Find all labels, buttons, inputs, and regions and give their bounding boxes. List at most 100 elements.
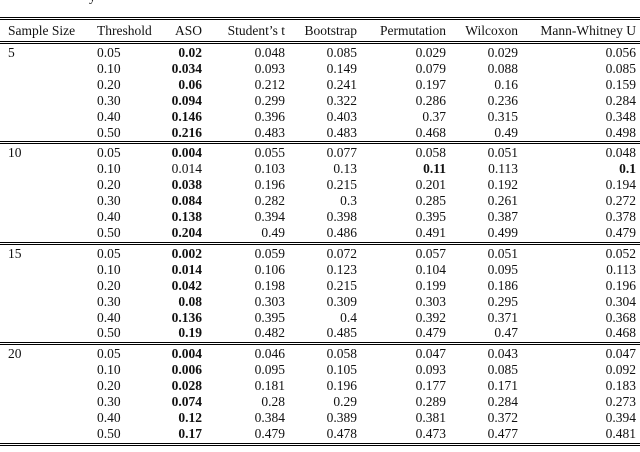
value-cell: 0.481 [605,425,636,441]
value-cell: 0.299 [254,92,285,108]
value-cell: 0.483 [254,124,285,140]
table-row: 0.50 0.19 0.482 0.485 0.479 0.47 0.468 [0,325,640,343]
threshold-cell: 0.50 [97,325,121,341]
column-header-permutation: Permutation [357,18,446,44]
value-cell: 0.468 [605,325,636,341]
threshold-cell: 0.40 [97,409,121,425]
value-cell: 0.047 [605,346,636,362]
value-cell: 0.479 [415,325,446,341]
value-cell: 0.384 [254,409,285,425]
value-cell: 0.059 [254,245,285,261]
threshold-cell: 0.05 [97,346,121,362]
sample-size-group: 10 0.05 0.004 0.055 0.077 0.058 0.051 0.048 0.10… [0,143,640,244]
value-cell: 0.074 [171,394,202,410]
value-cell: 0.199 [415,277,446,293]
value-cell: 0.284 [605,92,636,108]
value-cell: 0.403 [326,108,357,124]
sample-size-cell [0,362,89,378]
threshold-cell: 0.20 [97,76,121,92]
value-cell: 0.052 [605,245,636,261]
sample-size-cell [0,177,89,193]
value-cell: 0.389 [326,409,357,425]
value-cell: 0.149 [326,60,357,76]
value-cell: 0.192 [487,177,518,193]
value-cell: 0.159 [605,76,636,92]
table-row: 0.20 0.06 0.212 0.241 0.197 0.16 0.159 [0,77,640,93]
value-cell: 0.198 [254,277,285,293]
value-cell: 0.196 [326,378,357,394]
value-cell: 0.295 [487,293,518,309]
threshold-cell: 0.50 [97,124,121,140]
value-cell: 0.371 [487,309,518,325]
table-row: 0.40 0.146 0.396 0.403 0.37 0.315 0.348 [0,109,640,125]
sample-size-cell [0,93,89,109]
threshold-cell: 0.50 [97,425,121,441]
value-cell: 0.004 [171,145,202,161]
value-cell: 0.186 [487,277,518,293]
value-cell: 0.056 [605,45,636,60]
table-row: 0.40 0.12 0.384 0.389 0.381 0.372 0.394 [0,410,640,426]
value-cell: 0.181 [254,378,285,394]
value-cell: 0.085 [487,362,518,378]
value-cell: 0.047 [415,346,446,362]
value-cell: 0.095 [487,261,518,277]
value-cell: 0.105 [326,362,357,378]
table-row: 0.10 0.034 0.093 0.149 0.079 0.088 0.085 [0,61,640,77]
table-row: 0.40 0.138 0.394 0.398 0.395 0.387 0.378 [0,209,640,225]
value-cell: 0.37 [422,108,446,124]
value-cell: 0.216 [171,124,202,140]
value-cell: 0.381 [415,409,446,425]
value-cell: 0.106 [254,261,285,277]
value-cell: 0.348 [605,108,636,124]
threshold-cell: 0.40 [97,108,121,124]
sample-size-cell: 10 [8,145,22,161]
value-cell: 0.482 [254,325,285,341]
value-cell: 0.113 [606,261,636,277]
value-cell: 0.048 [605,145,636,161]
value-cell: 0.103 [254,161,285,177]
threshold-cell: 0.10 [97,261,121,277]
table-row: 20 0.05 0.004 0.046 0.058 0.047 0.043 0.047 [0,344,640,362]
sample-size-cell [0,161,89,177]
value-cell: 0.171 [487,378,518,394]
value-cell: 0.079 [415,60,446,76]
value-cell: 0.483 [326,124,357,140]
value-cell: 0.368 [605,309,636,325]
sample-size-cell [0,262,89,278]
value-cell: 0.014 [171,261,202,277]
table-row: 0.40 0.136 0.395 0.4 0.392 0.371 0.368 [0,310,640,326]
sample-size-cell [0,325,89,343]
value-cell: 0.392 [415,309,446,325]
value-cell: 0.11 [423,161,446,177]
value-cell: 0.057 [415,245,446,261]
table-row: 0.50 0.17 0.479 0.478 0.473 0.477 0.481 [0,426,640,444]
sample-size-cell [0,294,89,310]
value-cell: 0.396 [254,108,285,124]
sample-size-cell [0,225,89,243]
value-cell: 0.197 [415,76,446,92]
value-cell: 0.485 [326,325,357,341]
threshold-cell: 0.05 [97,145,121,161]
sample-size-cell [0,310,89,326]
column-header-wilcoxon: Wilcoxon [446,18,518,44]
value-cell: 0.048 [254,45,285,60]
caption-fragment: y [89,0,105,4]
value-cell: 0.046 [254,346,285,362]
value-cell: 0.315 [487,108,518,124]
value-cell: 0.02 [178,45,202,60]
value-cell: 0.395 [254,309,285,325]
table-row: 0.50 0.204 0.49 0.486 0.491 0.499 0.479 [0,225,640,243]
value-cell: 0.043 [487,346,518,362]
value-cell: 0.051 [487,245,518,261]
value-cell: 0.004 [171,346,202,362]
value-cell: 0.085 [326,45,357,60]
value-cell: 0.272 [605,193,636,209]
threshold-cell: 0.20 [97,177,121,193]
value-cell: 0.093 [254,60,285,76]
threshold-cell: 0.30 [97,193,121,209]
value-cell: 0.06 [178,76,202,92]
value-cell: 0.473 [415,425,446,441]
value-cell: 0.006 [171,362,202,378]
value-cell: 0.1 [619,161,636,177]
column-header-students-t: Student’s t [202,18,285,44]
